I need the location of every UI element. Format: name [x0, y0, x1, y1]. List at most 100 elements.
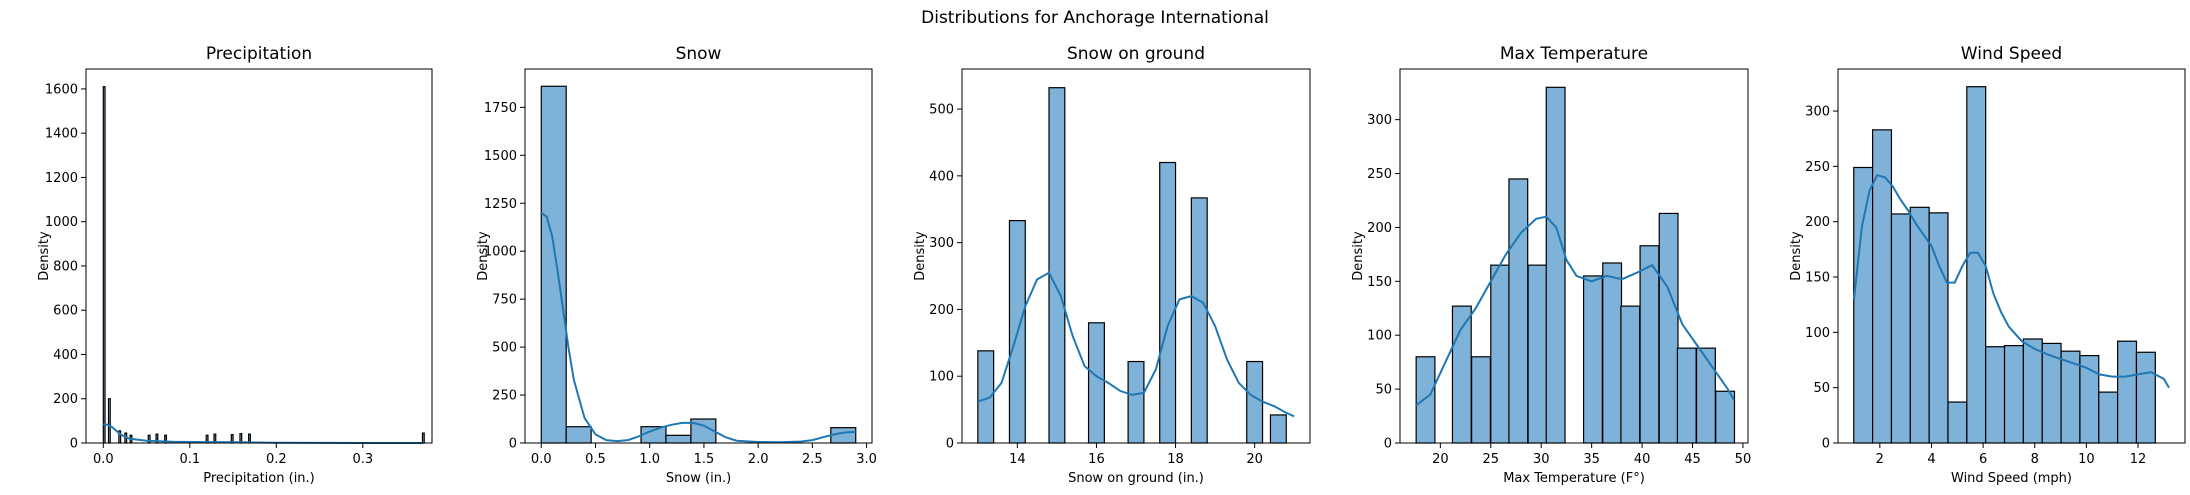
- y-tick-label: 0: [1384, 437, 1392, 452]
- x-tick-label: 10: [2078, 452, 2095, 467]
- axes-frame: [524, 68, 873, 444]
- chart-title: Wind Speed: [1961, 44, 2062, 64]
- histogram-bar: [1508, 178, 1529, 444]
- x-tick-label: 8: [2031, 452, 2039, 467]
- chart-title: Max Temperature: [1500, 44, 1648, 64]
- histogram-bar: [2117, 340, 2138, 444]
- y-tick-label: 1000: [45, 215, 78, 230]
- histogram-bar: [1127, 360, 1145, 444]
- y-tick-label: 500: [492, 341, 517, 356]
- histogram-bar: [1658, 212, 1679, 444]
- x-tick-label: 2.5: [802, 452, 823, 467]
- kde-line: [1415, 215, 1735, 407]
- histogram-bar: [102, 86, 106, 444]
- x-axis-label: Max Temperature (F°): [1503, 471, 1645, 486]
- histogram-bar: [1048, 87, 1066, 444]
- histogram-bar: [107, 398, 111, 444]
- x-tick-label: 30: [1533, 452, 1550, 467]
- x-tick-label: 0.0: [93, 452, 114, 467]
- histogram-bar: [665, 434, 692, 444]
- x-tick-label: 0.5: [585, 452, 606, 467]
- y-tick-label: 150: [1805, 271, 1830, 286]
- y-tick-label: 500: [929, 103, 954, 118]
- y-tick-label: 100: [929, 370, 954, 385]
- y-tick-label: 1500: [484, 149, 517, 164]
- chart-panel-precipitation: 0.0 0.1 0.2 0.3 0 200 400 600 800 1000 1200 1400 160…: [37, 44, 433, 486]
- x-tick-label: 50: [1735, 452, 1752, 467]
- histogram-bar: [1853, 166, 1874, 444]
- histogram-bar: [1695, 347, 1716, 444]
- y-tick-label: 1000: [484, 245, 517, 260]
- histogram-bar: [2098, 391, 2119, 444]
- x-tick-label: 16: [1088, 452, 1105, 467]
- histogram-bar: [1087, 322, 1105, 444]
- y-tick-label: 200: [1367, 221, 1392, 236]
- histogram-bar: [1246, 360, 1264, 444]
- y-tick-label: 0: [946, 437, 954, 452]
- x-tick-label: 35: [1583, 452, 1600, 467]
- histogram-bar: [1545, 86, 1566, 444]
- y-tick-label: 1200: [45, 171, 78, 186]
- y-tick-label: 200: [1805, 215, 1830, 230]
- y-tick-label: 400: [929, 169, 954, 184]
- histogram-bar: [1582, 275, 1603, 444]
- y-tick-label: 250: [1805, 160, 1830, 175]
- axes-frame: [85, 68, 433, 444]
- histogram-bar: [1269, 414, 1287, 444]
- histogram-bar: [1159, 161, 1177, 444]
- axes-frame: [961, 68, 1311, 444]
- y-tick-label: 300: [929, 236, 954, 251]
- histogram-bar: [1947, 401, 1968, 444]
- histogram-bar: [1639, 245, 1660, 444]
- histogram-bar: [1985, 346, 2006, 444]
- y-tick-label: 200: [929, 303, 954, 318]
- y-tick-label: 50: [1375, 383, 1392, 398]
- y-axis-label: Density: [1351, 231, 1366, 281]
- y-tick-label: 1600: [45, 82, 78, 97]
- histogram-bar: [1415, 356, 1436, 444]
- x-axis-label: Snow on ground (in.): [1068, 471, 1204, 486]
- x-tick-label: 20: [1432, 452, 1449, 467]
- y-tick-label: 200: [53, 392, 78, 407]
- chart-title: Snow: [676, 44, 722, 64]
- y-axis-label: Density: [476, 231, 491, 281]
- x-axis-label: Snow (in.): [666, 471, 731, 486]
- y-tick-label: 300: [1805, 105, 1830, 120]
- y-tick-label: 0: [70, 437, 78, 452]
- histogram-bar: [540, 85, 567, 444]
- histogram-bar: [1190, 197, 1208, 444]
- histogram-bar: [1620, 305, 1641, 444]
- x-tick-label: 14: [1009, 452, 1026, 467]
- x-tick-label: 45: [1684, 452, 1701, 467]
- x-tick-label: 6: [1979, 452, 1987, 467]
- y-tick-label: 250: [492, 389, 517, 404]
- axes-frame: [1837, 68, 2186, 444]
- figure-suptitle: Distributions for Anchorage Internationa…: [921, 8, 1269, 28]
- y-tick-label: 1400: [45, 127, 78, 142]
- histogram-bar: [1909, 206, 1930, 444]
- axes-frame: [1399, 68, 1749, 444]
- x-tick-label: 0.1: [179, 452, 200, 467]
- x-axis-label: Wind Speed (mph): [1951, 471, 2072, 486]
- histogram-bar: [1602, 262, 1623, 444]
- x-tick-label: 0.2: [266, 452, 287, 467]
- x-tick-label: 4: [1927, 452, 1935, 467]
- histogram-bar: [2003, 345, 2024, 444]
- x-tick-label: 12: [2130, 452, 2147, 467]
- x-tick-label: 1.5: [694, 452, 715, 467]
- y-tick-label: 400: [53, 348, 78, 363]
- histogram-bar: [2135, 351, 2156, 444]
- y-tick-label: 1250: [484, 197, 517, 212]
- x-tick-label: 25: [1483, 452, 1500, 467]
- histogram-bar: [1676, 347, 1697, 444]
- y-axis-label: Density: [1789, 231, 1804, 281]
- histogram-bar: [1471, 356, 1491, 444]
- x-tick-label: 0.0: [531, 452, 552, 467]
- y-tick-label: 100: [1367, 329, 1392, 344]
- y-tick-label: 300: [1367, 113, 1392, 128]
- x-tick-label: 3.0: [856, 452, 877, 467]
- y-axis-label: Density: [913, 231, 928, 281]
- y-tick-label: 150: [1367, 275, 1392, 290]
- chart-panel-snow: 0.0 0.5 1.0 1.5 2.0 2.5 3.0 0 250 500 750 1000 1250 1…: [476, 44, 877, 486]
